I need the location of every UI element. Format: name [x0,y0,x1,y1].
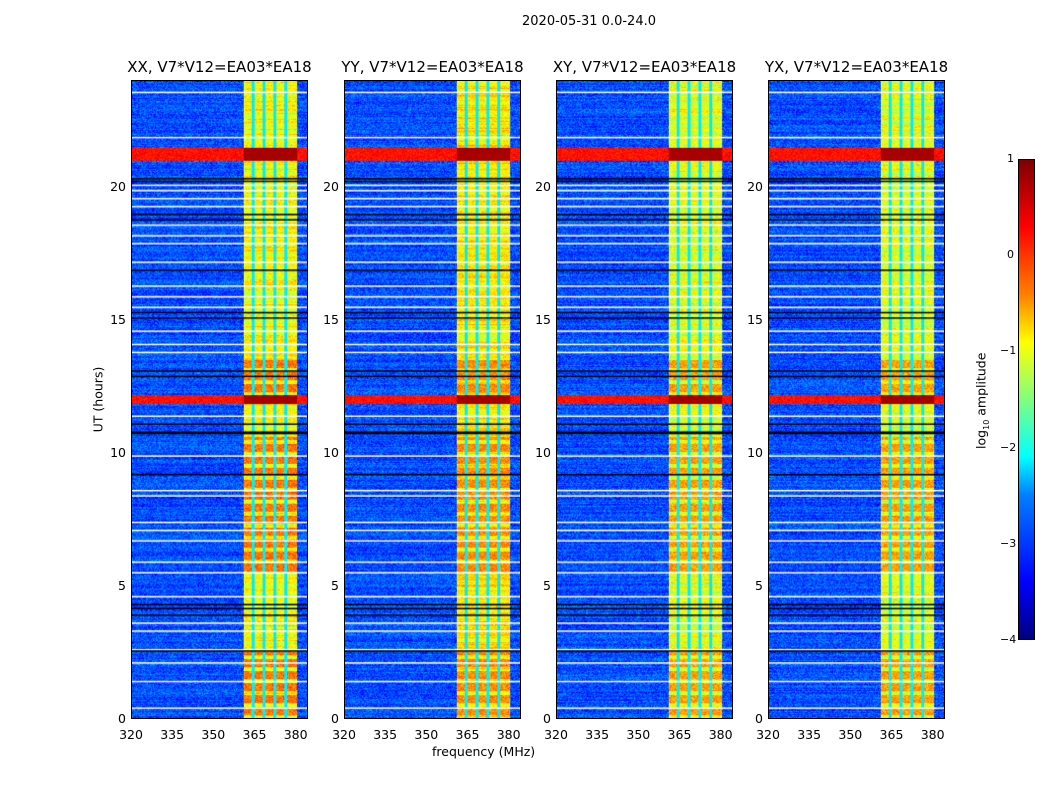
y-tick-label: 0 [543,711,551,726]
heatmap [344,80,521,719]
x-tick-label: 335 [797,727,822,742]
x-tick-label: 380 [920,727,945,742]
x-tick-label: 350 [414,727,439,742]
colorbar-tick-label: 1 [1007,152,1014,165]
panel-title: XY, V7*V12=EA03*EA18 [552,58,737,76]
y-tick-label: 0 [118,711,126,726]
panel-title: YY, V7*V12=EA03*EA18 [341,58,524,76]
x-tick-label: 320 [119,727,143,742]
y-tick-label: 20 [110,178,126,194]
y-tick-label: 10 [110,444,126,460]
y-tick-label: 10 [747,444,763,460]
y-tick-label: 15 [747,311,763,327]
y-tick-label: 15 [535,311,551,327]
panel-3: YX, V7*V12=EA03*EA18 320 335 350 365 380 0 5 10 1… [747,58,948,742]
y-axis-label: UT (hours) [90,366,106,433]
x-tick-label: 320 [332,727,356,742]
x-tick-label: 365 [667,727,692,742]
y-tick-label: 20 [747,178,763,194]
y-tick-label: 10 [535,444,551,460]
x-tick-label: 380 [283,727,308,742]
y-tick-label: 20 [323,178,339,194]
figure-title: 2020-05-31 0.0-24.0 [522,14,656,29]
x-tick-label: 365 [455,727,480,742]
x-tick-label: 350 [201,727,226,742]
colorbar-tick-label: −4 [1000,633,1017,646]
y-tick-label: 15 [110,311,126,327]
x-tick-label: 380 [496,727,521,742]
panel-1: YY, V7*V12=EA03*EA18 320 335 350 365 380 0 5 10 1… [323,58,524,742]
panel-title: YX, V7*V12=EA03*EA18 [764,58,949,76]
x-tick-label: 335 [373,727,398,742]
colorbar-tick-label: 0 [1007,248,1014,262]
x-tick-label: 380 [708,727,733,742]
panel-0: XX, V7*V12=EA03*EA18 320 335 350 365 380 0 5 10 1… [110,58,312,742]
x-tick-label: 320 [544,727,568,742]
y-tick-label: 0 [331,711,339,726]
x-tick-label: 365 [879,727,904,742]
x-tick-label: 350 [838,727,863,742]
x-tick-label: 365 [242,727,267,742]
colorbar-tick-label: −1 [1000,344,1017,358]
y-tick-label: 10 [323,444,339,460]
y-tick-label: 0 [755,711,763,726]
x-tick-label: 335 [585,727,610,742]
y-tick-label: 5 [755,577,763,593]
y-tick-label: 5 [118,577,126,593]
x-tick-label: 350 [626,727,651,742]
panel-title: XX, V7*V12=EA03*EA18 [127,58,312,76]
y-tick-label: 5 [331,577,339,593]
panel-2: XY, V7*V12=EA03*EA18 320 335 350 365 380 0 5 10 1… [535,58,736,742]
heatmap [131,80,308,719]
colorbar-tick-label: −3 [1000,536,1017,550]
heatmap [556,80,733,719]
y-tick-label: 15 [323,311,339,327]
y-tick-label: 5 [543,577,551,593]
colorbar-tick-label: −2 [1000,440,1017,454]
colorbar [1018,159,1035,640]
x-axis-label: frequency (MHz) [432,744,536,759]
heatmap [768,80,945,719]
y-tick-label: 20 [535,178,551,194]
x-tick-label: 320 [756,727,780,742]
x-tick-label: 335 [160,727,185,742]
colorbar-label: log10 amplitude [973,352,991,449]
